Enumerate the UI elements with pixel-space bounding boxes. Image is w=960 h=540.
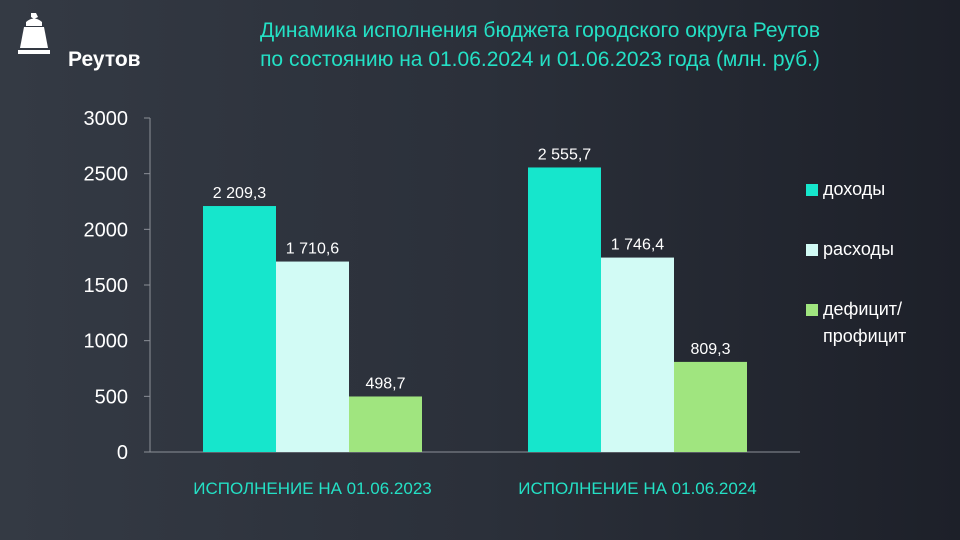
category-label: ИСПОЛНЕНИЕ НА 01.06.2024 (518, 479, 757, 498)
y-tick-label: 0 (117, 442, 128, 464)
category-label: ИСПОЛНЕНИЕ НА 01.06.2023 (193, 479, 432, 498)
logo-text: Реутов (68, 48, 141, 71)
bar (276, 261, 349, 452)
legend-swatch (806, 304, 818, 316)
bar (349, 396, 422, 452)
chart-title-line-1: Динамика исполнения бюджета городского о… (259, 19, 821, 42)
legend-item: расходы (806, 236, 894, 263)
logo: Реутов (14, 10, 164, 71)
legend-swatch (806, 184, 818, 196)
data-label: 498,7 (365, 375, 405, 392)
legend-item: дефицит/ профицит (806, 296, 906, 350)
y-tick-label: 500 (95, 386, 128, 408)
legend-swatch (806, 244, 818, 256)
legend-item: доходы (806, 176, 885, 203)
data-label: 2 555,7 (538, 146, 591, 163)
chart-title-line-2: по состоянию на 01.06.2024 и 01.06.2023 … (260, 48, 820, 71)
legend-label: дефицит/ профицит (823, 299, 907, 346)
data-label: 1 746,4 (611, 237, 664, 254)
data-label: 2 209,3 (213, 185, 266, 202)
y-tick-label: 2000 (84, 219, 129, 241)
chart-title: Динамика исполнения бюджета городского о… (170, 16, 910, 74)
bar (674, 361, 747, 452)
bar (601, 257, 674, 452)
y-tick-label: 1000 (84, 331, 129, 353)
data-label: 809,3 (690, 341, 730, 358)
y-tick-label: 1500 (84, 275, 129, 297)
data-label: 1 710,6 (286, 241, 339, 258)
y-tick-label: 2500 (84, 164, 129, 186)
y-tick-label: 3000 (84, 108, 129, 130)
city-emblem-icon (18, 13, 50, 54)
legend-label: расходы (823, 239, 894, 259)
bar (203, 206, 276, 452)
bar (528, 167, 601, 452)
legend-label: доходы (823, 179, 886, 199)
